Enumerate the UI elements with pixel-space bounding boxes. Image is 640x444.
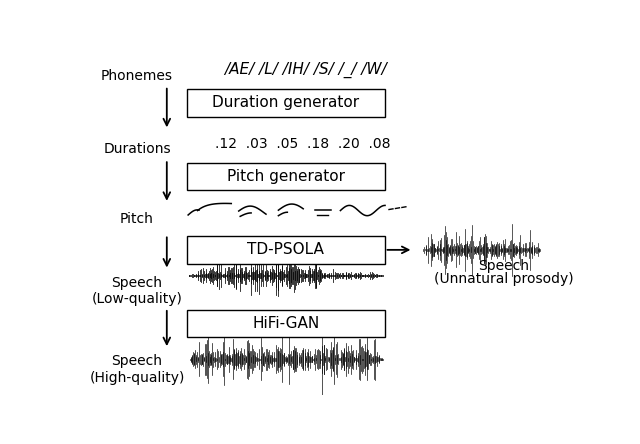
Text: Speech: Speech — [479, 259, 529, 273]
Text: TD-PSOLA: TD-PSOLA — [248, 242, 324, 258]
Text: Pitch: Pitch — [120, 212, 154, 226]
Text: Speech
(High-quality): Speech (High-quality) — [90, 354, 185, 385]
Text: .12  .03  .05  .18  .20  .08: .12 .03 .05 .18 .20 .08 — [216, 137, 391, 151]
FancyBboxPatch shape — [187, 310, 385, 337]
FancyBboxPatch shape — [187, 163, 385, 190]
Text: Pitch generator: Pitch generator — [227, 169, 345, 184]
FancyBboxPatch shape — [187, 236, 385, 264]
Text: /AE/ /L/ /IH/ /S/ /_/ /W/: /AE/ /L/ /IH/ /S/ /_/ /W/ — [224, 62, 387, 78]
Text: Duration generator: Duration generator — [212, 95, 360, 111]
FancyBboxPatch shape — [187, 89, 385, 116]
Text: Phonemes: Phonemes — [101, 68, 173, 83]
Text: Speech
(Low-quality): Speech (Low-quality) — [92, 276, 182, 306]
Text: HiFi-GAN: HiFi-GAN — [252, 316, 319, 331]
Text: Durations: Durations — [103, 142, 171, 156]
Text: (Unnatural prosody): (Unnatural prosody) — [435, 272, 574, 286]
